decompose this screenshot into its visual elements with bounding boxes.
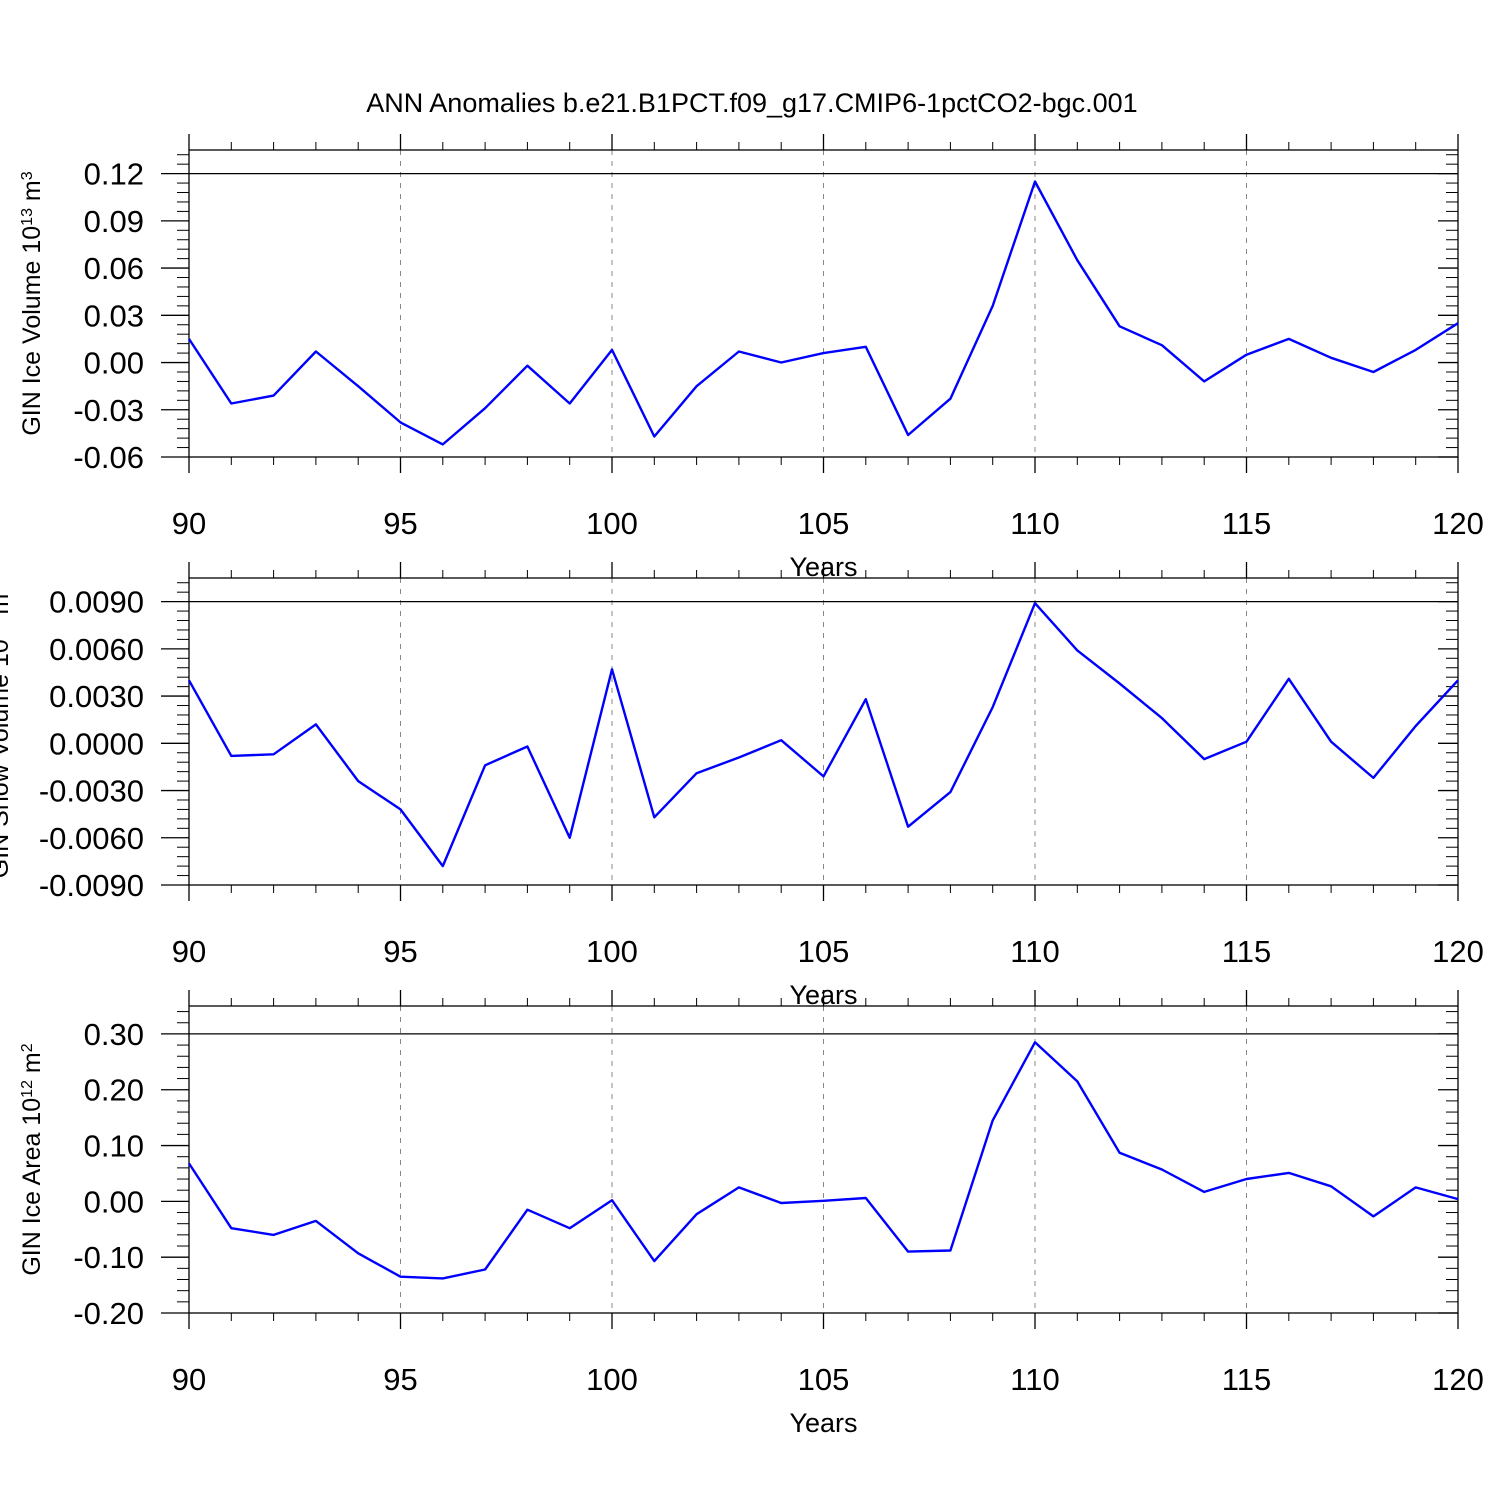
- x-tick-label: 105: [798, 1362, 850, 1397]
- x-tick-label: 115: [1222, 934, 1271, 969]
- y-tick-label: -0.20: [73, 1296, 144, 1331]
- y-tick-label: 0.10: [84, 1129, 144, 1164]
- x-tick-label: 120: [1432, 934, 1484, 969]
- chart-title: ANN Anomalies b.e21.B1PCT.f09_g17.CMIP6-…: [366, 88, 1137, 118]
- chart-panel-3: -0.20 -0.10 0.00 0.10 0.20 0.30 90 95 100 105 110 1…: [18, 990, 1484, 1438]
- x-tick-label: 100: [586, 1362, 638, 1397]
- y-tick-label: -0.06: [73, 440, 144, 475]
- y-tick-label: 0.0090: [49, 585, 144, 620]
- y-tick-label: 0.0060: [49, 632, 144, 667]
- series-line: [187, 180, 1459, 446]
- x-axis-label: Years: [789, 1408, 857, 1438]
- y-tick-label: 0.03: [84, 298, 144, 333]
- y-tick-label: 0.00: [84, 1184, 144, 1219]
- x-tick-label: 95: [383, 506, 417, 541]
- y-tick-label: 0.00: [84, 346, 144, 381]
- y-tick-label: 0.09: [84, 204, 144, 239]
- x-tick-label: 110: [1010, 934, 1059, 969]
- y-tick-label: -0.0030: [39, 774, 144, 809]
- x-tick-label: 100: [586, 506, 638, 541]
- y-tick-label: 0.12: [84, 157, 144, 192]
- x-tick-label: 95: [383, 1362, 417, 1397]
- x-tick-label: 115: [1222, 506, 1271, 541]
- y-tick-label: -0.10: [73, 1240, 144, 1275]
- x-tick-label: 90: [172, 1362, 206, 1397]
- chart-panel-1: -0.06 -0.03 0.00 0.03 0.06 0.09 0.12 90 95 100 105…: [18, 134, 1484, 582]
- x-tick-label: 120: [1432, 506, 1484, 541]
- y-tick-label: 0.0030: [49, 679, 144, 714]
- x-tick-label: 110: [1010, 1362, 1059, 1397]
- x-tick-label: 105: [798, 506, 850, 541]
- y-tick-label: 0.06: [84, 251, 144, 286]
- y-tick-label: 0.0000: [49, 726, 144, 761]
- x-tick-label: 120: [1432, 1362, 1484, 1397]
- y-tick-label: 0.20: [84, 1073, 144, 1108]
- x-tick-label: 100: [586, 934, 638, 969]
- y-axis-label: GIN Ice Volume 1013 m3: [18, 171, 46, 435]
- x-tick-label: 95: [383, 934, 417, 969]
- y-tick-label: -0.0090: [39, 868, 144, 903]
- y-axis-label: GIN Snow Volume 1013 m3: [0, 585, 14, 879]
- x-tick-label: 90: [172, 506, 206, 541]
- y-tick-label: -0.03: [73, 393, 144, 428]
- series-line: [187, 602, 1459, 868]
- chart-panel-2: -0.0090 -0.0060 -0.0030 0.0000 0.0030 0.0060 0…: [0, 562, 1484, 1010]
- y-tick-label: 0.30: [84, 1017, 144, 1052]
- y-tick-label: -0.0060: [39, 821, 144, 856]
- x-tick-label: 115: [1222, 1362, 1271, 1397]
- y-axis-label: GIN Ice Area 1012 m2: [18, 1043, 46, 1275]
- x-tick-label: 110: [1010, 506, 1059, 541]
- series-line: [187, 1041, 1459, 1280]
- x-tick-label: 105: [798, 934, 850, 969]
- x-tick-label: 90: [172, 934, 206, 969]
